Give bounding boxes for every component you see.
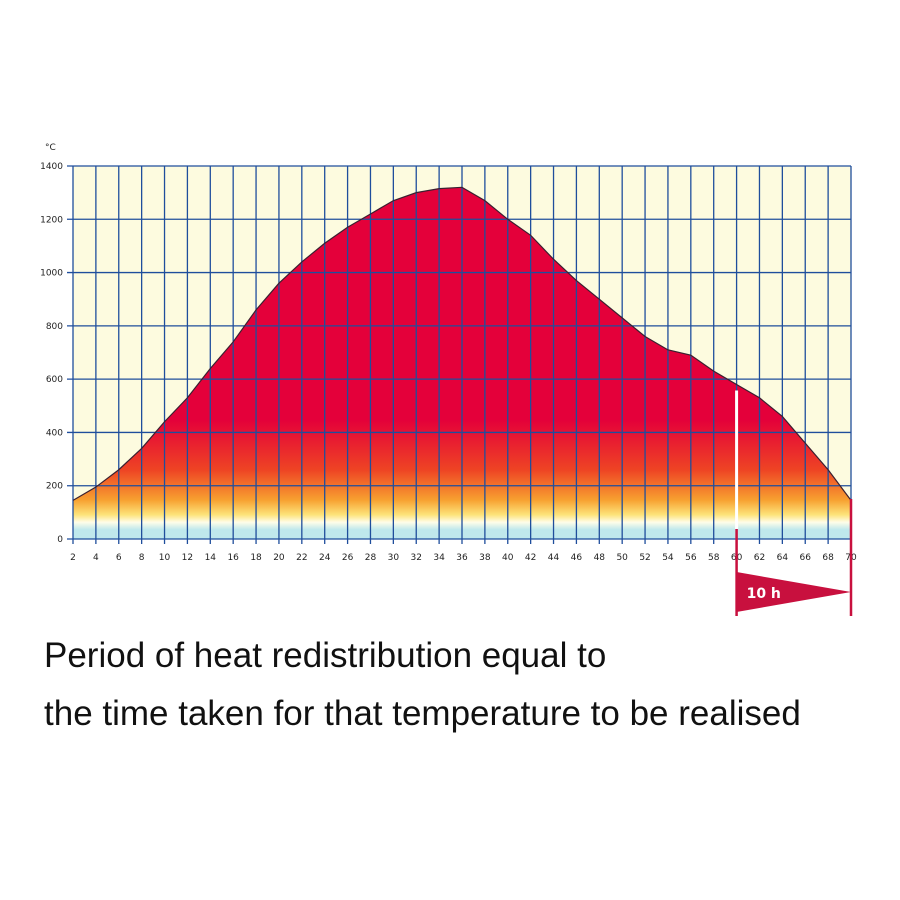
caption: the time taken for that temperature to b…: [44, 694, 801, 733]
x-tick-label: 62: [754, 553, 765, 563]
y-tick-label: 1400: [40, 162, 63, 172]
x-tick-label: 50: [616, 553, 628, 563]
x-tick-label: 24: [319, 553, 331, 563]
x-tick-label: 6: [116, 553, 122, 563]
x-tick-label: 14: [205, 553, 217, 563]
y-tick-label: 400: [46, 428, 63, 438]
x-tick-label: 16: [227, 553, 239, 563]
y-tick-label: 600: [46, 375, 63, 385]
x-tick-label: 12: [182, 553, 193, 563]
x-tick-label: 32: [411, 553, 422, 563]
y-tick-label: 0: [57, 535, 63, 545]
x-tick-label: 48: [594, 553, 606, 563]
x-tick-label: 28: [365, 553, 377, 563]
y-tick-label: 1200: [40, 215, 63, 225]
x-tick-label: 42: [525, 553, 536, 563]
x-tick-label: 22: [296, 553, 307, 563]
x-tick-label: 18: [250, 553, 262, 563]
x-tick-label: 2: [70, 553, 76, 563]
x-tick-label: 38: [479, 553, 491, 563]
x-tick-label: 10: [159, 553, 171, 563]
x-tick-label: 40: [502, 553, 514, 563]
x-tick-label: 36: [456, 553, 468, 563]
x-tick-label: 4: [93, 553, 99, 563]
x-tick-label: 68: [822, 553, 834, 563]
x-tick-label: 66: [800, 553, 812, 563]
chart: °C 2 4 6 8 10 12 14 16 18 20 22 24 26 28 30 32 34 36 38 40 4…: [40, 143, 857, 616]
duration-label: 10 h: [747, 586, 781, 602]
y-tick-label: 1000: [40, 269, 63, 279]
x-tick-label: 26: [342, 553, 354, 563]
x-tick-label: 58: [708, 553, 720, 563]
x-tick-label: 64: [777, 553, 789, 563]
x-tick-label: 8: [139, 553, 145, 563]
y-tick-label: 800: [46, 322, 63, 332]
x-tick-label: 52: [639, 553, 650, 563]
y-tick-label: 200: [46, 482, 63, 492]
x-tick-label: 46: [571, 553, 583, 563]
area-line: [72, 186, 852, 501]
duration-flag: [736, 572, 851, 612]
caption: Period of heat redistribution equal to: [44, 636, 607, 675]
x-tick-label: 54: [662, 553, 674, 563]
y-unit: °C: [45, 143, 56, 153]
x-tick-label: 30: [388, 553, 400, 563]
x-tick-label: 56: [685, 553, 697, 563]
x-tick-label: 34: [433, 553, 445, 563]
x-tick-label: 20: [273, 553, 285, 563]
x-tick-label: 44: [548, 553, 560, 563]
